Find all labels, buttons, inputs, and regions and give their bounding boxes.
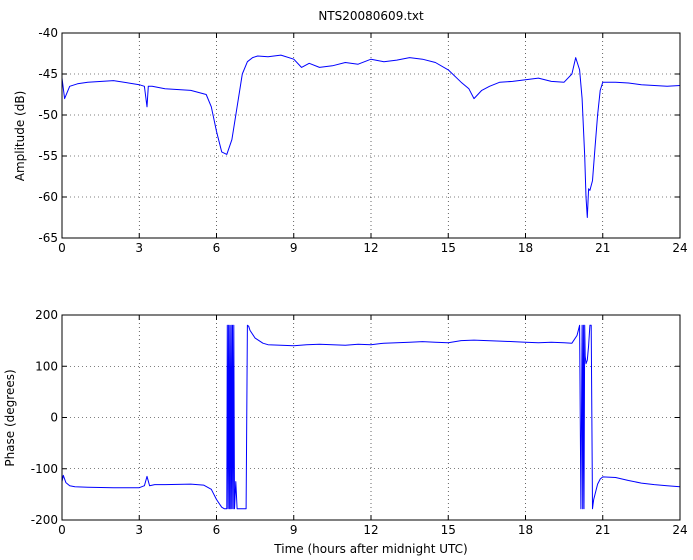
amplitude-y-tick-label: -50 — [38, 108, 58, 122]
phase-x-tick-label: 15 — [441, 523, 456, 537]
phase-x-axis-label: Time (hours after midnight UTC) — [273, 542, 467, 556]
phase-x-tick-label: 3 — [135, 523, 143, 537]
phase-x-tick-label: 0 — [58, 523, 66, 537]
phase-series-line — [61, 324, 681, 510]
amplitude-y-tick-label: -55 — [38, 149, 58, 163]
amplitude-series-line — [61, 54, 681, 218]
amplitude-x-tick-label: 18 — [518, 241, 533, 255]
amplitude-y-tick-label: -45 — [38, 67, 58, 81]
amplitude-x-tick-label: 24 — [672, 241, 687, 255]
amplitude-y-tick-label: -60 — [38, 190, 58, 204]
phase-x-tick-label: 9 — [290, 523, 298, 537]
amplitude-x-tick-label: 9 — [290, 241, 298, 255]
phase-y-axis-label: Phase (degrees) — [3, 369, 17, 466]
phase-x-tick-label: 24 — [672, 523, 687, 537]
phase-plot: Time (hours after midnight UTC) Phase (d… — [3, 308, 688, 556]
phase-y-tick-label: 0 — [50, 411, 58, 425]
amplitude-x-tick-label: 6 — [213, 241, 221, 255]
phase-x-tick-label: 21 — [595, 523, 610, 537]
amplitude-chart-title: NTS20080609.txt — [318, 9, 424, 23]
phase-x-tick-label: 18 — [518, 523, 533, 537]
phase-x-tick-label: 12 — [363, 523, 378, 537]
phase-x-tick-label: 6 — [213, 523, 221, 537]
amplitude-x-tick-label: 3 — [135, 241, 143, 255]
amplitude-plot: NTS20080609.txt Amplitude (dB) 0 3 6 9 12 15 1… — [13, 9, 688, 255]
amplitude-x-tick-label: 21 — [595, 241, 610, 255]
amplitude-x-tick-label: 12 — [363, 241, 378, 255]
phase-y-tick-label: 200 — [35, 308, 58, 322]
phase-y-tick-label: -200 — [31, 513, 58, 527]
phase-y-tick-label: 100 — [35, 359, 58, 373]
phase-y-tick-label: -100 — [31, 462, 58, 476]
amplitude-y-tick-label: -40 — [38, 26, 58, 40]
amplitude-y-tick-label: -65 — [38, 231, 58, 245]
amplitude-plot-area — [62, 33, 680, 238]
amplitude-x-tick-label: 15 — [441, 241, 456, 255]
amplitude-x-tick-label: 0 — [58, 241, 66, 255]
amplitude-y-axis-label: Amplitude (dB) — [13, 91, 27, 182]
